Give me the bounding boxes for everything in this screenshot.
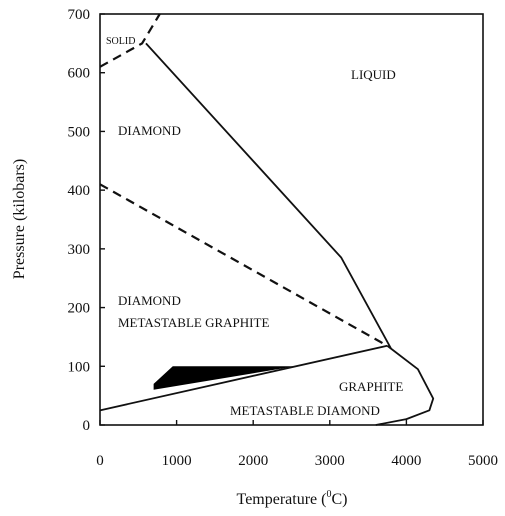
- region-label-metastable-diamond: METASTABLE DIAMOND: [230, 403, 380, 418]
- y-tick-label: 300: [68, 242, 91, 258]
- y-tick-label: 600: [68, 66, 91, 82]
- filled-region: [153, 366, 296, 390]
- x-axis-ticks: 0 1000 2000 3000 4000 5000: [96, 420, 498, 469]
- boundary-line: [99, 13, 161, 68]
- phase-boundaries: [99, 13, 435, 426]
- boundary-line: [145, 42, 392, 350]
- region-label-graphite: GRAPHITE: [339, 379, 403, 394]
- region-label-solid: SOLID: [106, 36, 135, 47]
- x-tick-label: 2000: [238, 453, 268, 469]
- x-tick-label: 4000: [391, 453, 421, 469]
- y-tick-label: 0: [83, 418, 91, 434]
- y-axis-ticks: 0 100 200 300 400 500 600 700: [68, 7, 105, 434]
- y-axis-title: Pressure (kilobars): [11, 159, 28, 279]
- boundary-line: [375, 345, 435, 426]
- y-tick-label: 400: [68, 183, 91, 199]
- y-tick-label: 500: [68, 124, 91, 140]
- boundary-line: [99, 183, 388, 347]
- x-tick-label: 0: [96, 453, 104, 469]
- x-tick-label: 5000: [468, 453, 498, 469]
- y-tick-label: 200: [68, 301, 91, 317]
- plot-frame: [99, 13, 484, 426]
- region-label-diamond-lower: DIAMOND: [118, 293, 181, 308]
- boundary-line: [99, 344, 388, 412]
- x-tick-label: 3000: [315, 453, 345, 469]
- y-tick-label: 100: [68, 359, 91, 375]
- x-tick-label: 1000: [162, 453, 192, 469]
- x-axis-title: Temperature (0C): [237, 489, 348, 508]
- region-label-liquid: LIQUID: [351, 67, 396, 82]
- region-label-diamond: DIAMOND: [118, 123, 181, 138]
- filled-regions: [153, 366, 296, 390]
- y-tick-label: 700: [68, 7, 91, 23]
- region-label-metastable-graphite: METASTABLE GRAPHITE: [118, 315, 269, 330]
